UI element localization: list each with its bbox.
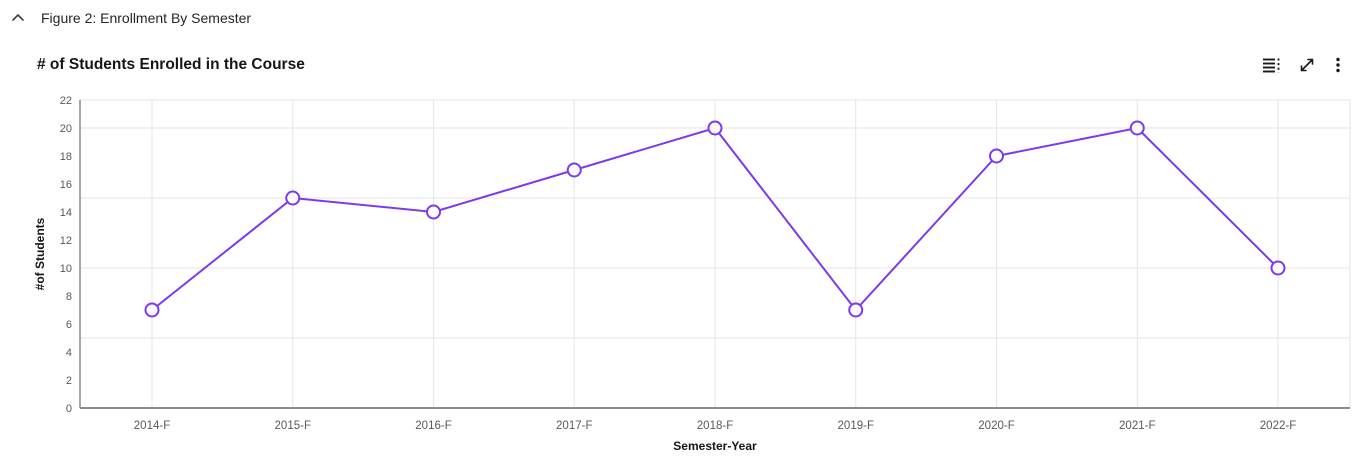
y-tick-label: 0 bbox=[66, 403, 72, 415]
data-point[interactable] bbox=[426, 204, 441, 220]
y-tick-label: 4 bbox=[66, 347, 72, 359]
expand-chart-button[interactable] bbox=[1296, 54, 1318, 76]
view-data-table-button[interactable] bbox=[1260, 54, 1283, 76]
data-point[interactable] bbox=[144, 302, 160, 318]
expand-icon bbox=[1300, 58, 1314, 72]
chart-toolbar bbox=[1260, 54, 1345, 76]
kebab-menu-icon bbox=[1336, 57, 1340, 73]
y-axis-title: #of Students bbox=[33, 217, 47, 290]
data-point[interactable] bbox=[1270, 260, 1286, 276]
figure-header: Figure 2: Enrollment By Semester bbox=[8, 8, 251, 28]
y-tick-label: 8 bbox=[66, 291, 72, 303]
y-tick-label: 12 bbox=[60, 235, 72, 247]
x-tick-label: 2018-F bbox=[697, 420, 733, 432]
data-point[interactable] bbox=[566, 162, 582, 178]
y-tick-label: 14 bbox=[60, 207, 72, 219]
collapse-figure-button[interactable] bbox=[8, 8, 28, 28]
data-point[interactable] bbox=[989, 148, 1004, 164]
x-tick-label: 2017-F bbox=[556, 420, 592, 432]
y-tick-label: 2 bbox=[66, 375, 72, 387]
x-tick-label: 2019-F bbox=[838, 420, 874, 432]
data-point[interactable] bbox=[285, 190, 301, 206]
chart-area: 0 2 4 6 8 10 12 14 16 18 20 22 2014-F 2015-F 2016-F 201… bbox=[0, 90, 1355, 460]
data-table-icon bbox=[1263, 58, 1280, 73]
x-tick-label: 2021-F bbox=[1119, 420, 1155, 432]
y-tick-label: 10 bbox=[60, 263, 72, 275]
y-tick-label: 18 bbox=[60, 151, 72, 163]
y-tick-label: 22 bbox=[60, 95, 72, 107]
chevron-up-icon bbox=[12, 14, 24, 21]
data-point[interactable] bbox=[707, 120, 723, 136]
chart-title: # of Students Enrolled in the Course bbox=[37, 56, 305, 73]
y-tick-label: 16 bbox=[60, 179, 72, 191]
y-tick-label: 20 bbox=[60, 123, 72, 135]
x-tick-label: 2016-F bbox=[415, 420, 451, 432]
x-tick-label: 2020-F bbox=[978, 420, 1014, 432]
x-axis-title: Semester-Year bbox=[673, 439, 757, 453]
x-tick-label: 2014-F bbox=[134, 420, 170, 432]
x-tick-label: 2015-F bbox=[275, 420, 311, 432]
figure-caption: Figure 2: Enrollment By Semester bbox=[41, 10, 252, 26]
chart-menu-button[interactable] bbox=[1331, 54, 1345, 76]
data-point[interactable] bbox=[1129, 120, 1145, 136]
x-tick-label: 2022-F bbox=[1260, 420, 1296, 432]
data-point[interactable] bbox=[848, 302, 864, 318]
line-chart: 0 2 4 6 8 10 12 14 16 18 20 22 2014-F 2015-F 2016-F 201… bbox=[33, 95, 1351, 453]
y-tick-label: 6 bbox=[66, 319, 72, 331]
